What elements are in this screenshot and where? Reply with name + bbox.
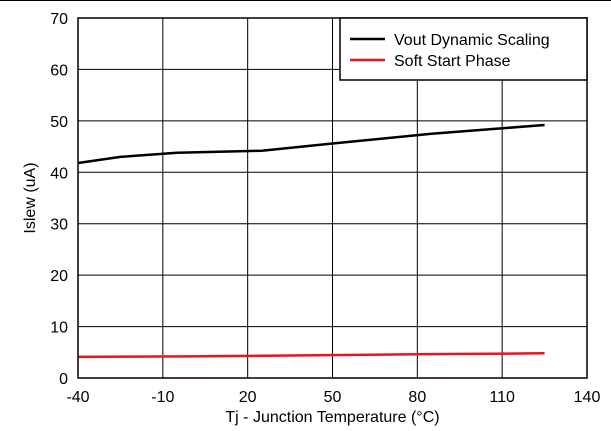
x-tick-label: -10: [151, 389, 174, 406]
y-tick-label: 60: [50, 62, 68, 79]
y-tick-label: 10: [50, 320, 68, 337]
y-axis-label: Islew (uA): [22, 162, 39, 233]
legend-entry-vout-dynamic-scaling: Vout Dynamic Scaling: [394, 32, 550, 49]
series-line-vout-dynamic-scaling: [77, 123, 545, 165]
plot-frame: [77, 17, 588, 379]
y-tick-label: 0: [59, 371, 68, 388]
legend-box: [339, 17, 588, 81]
x-tick-label: 140: [574, 389, 601, 406]
y-tick-label: 50: [50, 114, 68, 131]
y-tick-label: 40: [50, 165, 68, 182]
x-tick-label: -40: [66, 389, 89, 406]
y-tick-label: 30: [50, 217, 68, 234]
series-lines: [77, 123, 545, 359]
x-axis-label: Tj - Junction Temperature (°C): [225, 409, 439, 426]
series-line-soft-start-phase: [77, 352, 545, 359]
x-tick-label: 50: [324, 389, 342, 406]
y-tick-label: 70: [50, 11, 68, 28]
x-tick-label: 110: [489, 389, 515, 406]
legend-entry-soft-start-phase: Soft Start Phase: [394, 53, 511, 70]
legend: Vout Dynamic Scaling Soft Start Phase: [339, 17, 588, 81]
top-rule: [0, 0, 611, 1]
tick-labels: -40 -10 20 50 80 110 140 0 10 20 30 40 50 60 70: [50, 11, 600, 406]
y-tick-label: 20: [50, 268, 68, 285]
x-tick-label: 20: [239, 389, 257, 406]
x-tick-label: 80: [408, 389, 426, 406]
